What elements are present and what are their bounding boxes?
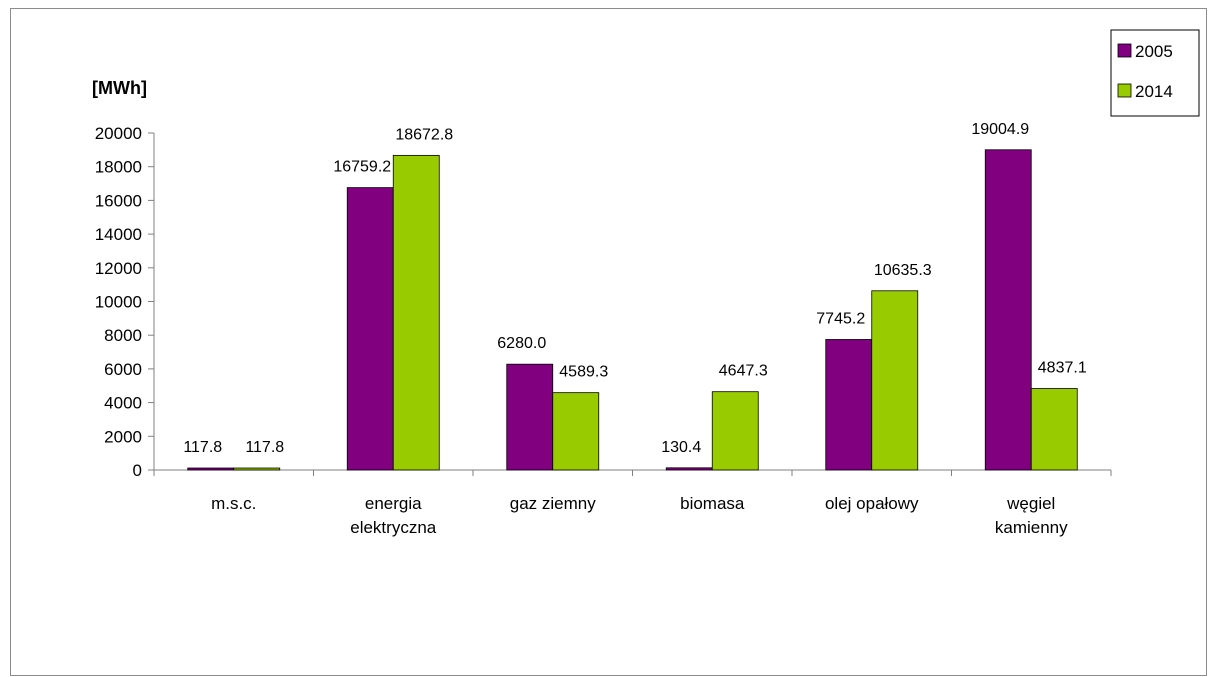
y-tick-label: 14000: [95, 225, 142, 244]
category-label: m.s.c.: [211, 494, 256, 513]
legend-swatch: [1117, 83, 1132, 98]
y-tick-label: 18000: [95, 158, 142, 177]
category-label: energia elektryczna: [350, 494, 437, 537]
category-label: biomasa: [680, 494, 745, 513]
y-tick-label: 8000: [104, 326, 142, 345]
legend-swatch: [1117, 43, 1132, 58]
data-label: 4647.3: [719, 363, 768, 380]
bar-2014: [711, 391, 759, 471]
y-unit-label: [MWh]: [92, 78, 147, 98]
bar-2014: [392, 154, 440, 471]
chart-frame: [10, 8, 1207, 676]
y-tick-label: 0: [133, 461, 142, 480]
data-label: 19004.9: [971, 121, 1029, 138]
data-label: 18672.8: [395, 126, 453, 143]
bar-2014: [233, 467, 281, 471]
data-label: 16759.2: [333, 159, 391, 176]
bar-2014: [1030, 388, 1078, 471]
data-label: 117.8: [245, 439, 284, 456]
bar-2005: [665, 467, 713, 471]
category-label: olej opałowy: [825, 494, 919, 513]
data-label: 4589.3: [559, 364, 608, 381]
y-tick-label: 16000: [95, 191, 142, 210]
y-tick-label: 20000: [95, 124, 142, 143]
data-label: 10635.3: [874, 262, 932, 279]
bar-2014: [552, 392, 600, 471]
data-label: 117.8: [183, 439, 222, 456]
bar-2005: [984, 149, 1032, 471]
bar-2005: [825, 339, 873, 471]
data-label: 4837.1: [1038, 359, 1087, 376]
y-tick-label: 12000: [95, 259, 142, 278]
y-tick-label: 10000: [95, 293, 142, 312]
category-label: gaz ziemny: [510, 494, 596, 513]
y-tick-label: 2000: [104, 427, 142, 446]
bar-2014: [871, 290, 919, 471]
data-label: 7745.2: [816, 310, 865, 327]
legend-label: 2005: [1135, 42, 1173, 61]
legend: 2005 2014: [1110, 29, 1200, 117]
axes: 0 2000 4000 6000 8000 10000 12000 14000 16000 180…: [95, 124, 1112, 537]
data-label: 6280.0: [497, 335, 546, 352]
bar-2005: [506, 363, 554, 471]
y-tick-label: 6000: [104, 360, 142, 379]
bar-2005: [346, 187, 394, 471]
category-label: węgiel kamienny: [995, 494, 1068, 537]
legend-label: 2014: [1135, 82, 1173, 101]
y-tick-label: 4000: [104, 394, 142, 413]
bar-2005: [187, 467, 235, 471]
data-label: 130.4: [661, 439, 701, 456]
